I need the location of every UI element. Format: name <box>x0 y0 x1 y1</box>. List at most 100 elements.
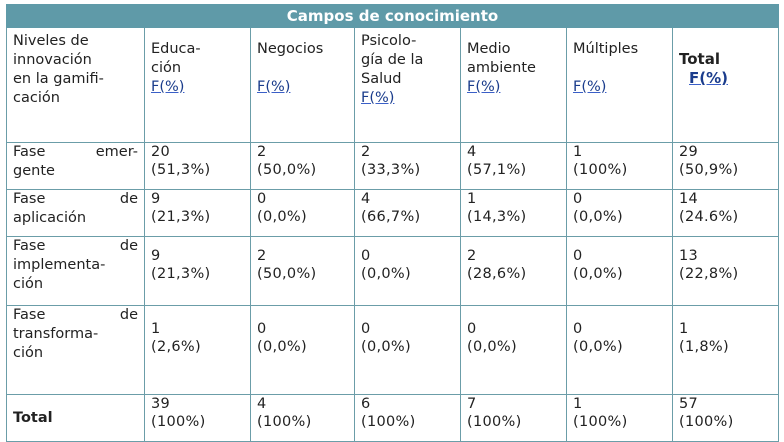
label-word: ción <box>13 345 44 361</box>
cell-count: 14 <box>679 191 699 207</box>
cell-percent: (50,0%) <box>257 266 317 282</box>
header-total: Total F(%) <box>672 27 779 143</box>
header-innovation-levels: Niveles de innovación en la gamifi- caci… <box>6 27 145 143</box>
table-cell: 7 (100%) <box>460 394 567 442</box>
table-cell: 29 (50,9%) <box>672 142 779 190</box>
cell-percent: (33,3%) <box>361 162 421 178</box>
cell-percent: (28,6%) <box>467 266 527 282</box>
cell-count: 39 <box>151 396 171 412</box>
cell-count: 2 <box>467 248 477 264</box>
table-row: Fase de aplicación 9 (21,3%) 0 (0,0%) 4 (66,… <box>6 189 779 237</box>
label-word: emer- <box>95 144 138 160</box>
table-cell: 14 (24.6%) <box>672 189 779 237</box>
cell-percent: (100%) <box>361 414 416 430</box>
table-cell: 0 (0,0%) <box>354 236 461 306</box>
cell-count: 57 <box>679 396 699 412</box>
table-cell: 0 (0,0%) <box>250 189 355 237</box>
knowledge-fields-table: Campos de conocimiento Niveles de innova… <box>6 4 779 442</box>
cell-percent: (0,0%) <box>361 266 411 282</box>
header-line: innovación <box>13 52 92 68</box>
cell-count: 0 <box>573 191 583 207</box>
cell-percent: (51,3%) <box>151 162 211 178</box>
header-line: Educa- <box>151 41 201 57</box>
knowledge-fields-table-wrapper: Campos de conocimiento Niveles de innova… <box>6 4 779 442</box>
cell-percent: (100%) <box>151 414 206 430</box>
cell-percent: (14,3%) <box>467 209 527 225</box>
label-word: transforma- <box>13 326 99 342</box>
label-word: Fase <box>13 191 46 207</box>
cell-count: 2 <box>257 144 267 160</box>
cell-count: 20 <box>151 144 171 160</box>
cell-percent: (50,0%) <box>257 162 317 178</box>
cell-percent: (0,0%) <box>361 339 411 355</box>
header-education: Educa- ción F(%) <box>144 27 251 143</box>
cell-count: 1 <box>573 396 583 412</box>
table-cell: 1 (2,6%) <box>144 305 251 395</box>
header-line: Múltiples <box>573 41 639 57</box>
table-cell: 20 (51,3%) <box>144 142 251 190</box>
cell-percent: (100%) <box>573 414 628 430</box>
table-cell: 4 (57,1%) <box>460 142 567 190</box>
cell-count: 4 <box>467 144 477 160</box>
header-line: ambiente <box>467 60 536 76</box>
table-row: Fase de transforma- ción 1 (2,6%) 0 (0,0%) … <box>6 305 779 395</box>
table-cell: 2 (33,3%) <box>354 142 461 190</box>
cell-count: 0 <box>257 321 267 337</box>
table-row: Fase emer- gente 20 (51,3%) 2 (50,0%) 2 (33,… <box>6 142 779 190</box>
cell-percent: (100%) <box>573 162 628 178</box>
table-cell: 39 (100%) <box>144 394 251 442</box>
cell-percent: (100%) <box>467 414 522 430</box>
header-line: en la gamifi- <box>13 71 104 87</box>
cell-percent: (24.6%) <box>679 209 739 225</box>
cell-count: 0 <box>467 321 477 337</box>
cell-count: 0 <box>573 248 583 264</box>
table-cell: 1 (1,8%) <box>672 305 779 395</box>
table-cell: 0 (0,0%) <box>460 305 567 395</box>
table-cell: 2 (50,0%) <box>250 142 355 190</box>
header-line: Medio <box>467 41 511 57</box>
label-word: de <box>119 238 138 254</box>
freq-label: F(%) <box>573 79 607 95</box>
table-cell: 0 (0,0%) <box>566 189 673 237</box>
table-cell: 0 (0,0%) <box>354 305 461 395</box>
table-title-row: Campos de conocimiento <box>6 4 779 28</box>
freq-label: F(%) <box>257 79 291 95</box>
cell-percent: (0,0%) <box>573 209 623 225</box>
label-word: Fase <box>13 307 46 323</box>
cell-count: 4 <box>257 396 267 412</box>
cell-count: 13 <box>679 248 699 264</box>
freq-label: F(%) <box>151 79 185 95</box>
table-cell: 13 (22,8%) <box>672 236 779 306</box>
cell-count: 0 <box>361 248 371 264</box>
cell-count: 9 <box>151 191 161 207</box>
table-row: Fase de implementa- ción 9 (21,3%) 2 (50,0%… <box>6 236 779 306</box>
cell-count: 0 <box>361 321 371 337</box>
table-title: Campos de conocimiento <box>6 4 779 28</box>
cell-percent: (0,0%) <box>467 339 517 355</box>
cell-percent: (22,8%) <box>679 266 739 282</box>
cell-count: 9 <box>151 248 161 264</box>
freq-label: F(%) <box>467 79 501 95</box>
cell-count: 1 <box>679 321 689 337</box>
cell-count: 2 <box>361 144 371 160</box>
header-business: Negocios F(%) <box>250 27 355 143</box>
row-label: Fase de transforma- ción <box>6 305 145 395</box>
header-line: gía de la <box>361 52 424 68</box>
cell-count: 29 <box>679 144 699 160</box>
cell-count: 4 <box>361 191 371 207</box>
table-cell: 0 (0,0%) <box>566 305 673 395</box>
cell-percent: (0,0%) <box>257 209 307 225</box>
label-word: Fase <box>13 238 46 254</box>
cell-count: 2 <box>257 248 267 264</box>
table-cell: 57 (100%) <box>672 394 779 442</box>
label-word: gente <box>13 163 55 179</box>
label-word: de <box>119 191 138 207</box>
header-row: Niveles de innovación en la gamifi- caci… <box>6 27 779 143</box>
cell-percent: (21,3%) <box>151 266 211 282</box>
cell-count: 1 <box>151 321 161 337</box>
total-label: Total <box>679 50 720 68</box>
total-row: Total 39 (100%) 4 (100%) 6 (100%) 7 (100%) 1… <box>6 394 779 442</box>
cell-percent: (50,9%) <box>679 162 739 178</box>
table-cell: 1 (100%) <box>566 142 673 190</box>
label-word: de <box>119 307 138 323</box>
